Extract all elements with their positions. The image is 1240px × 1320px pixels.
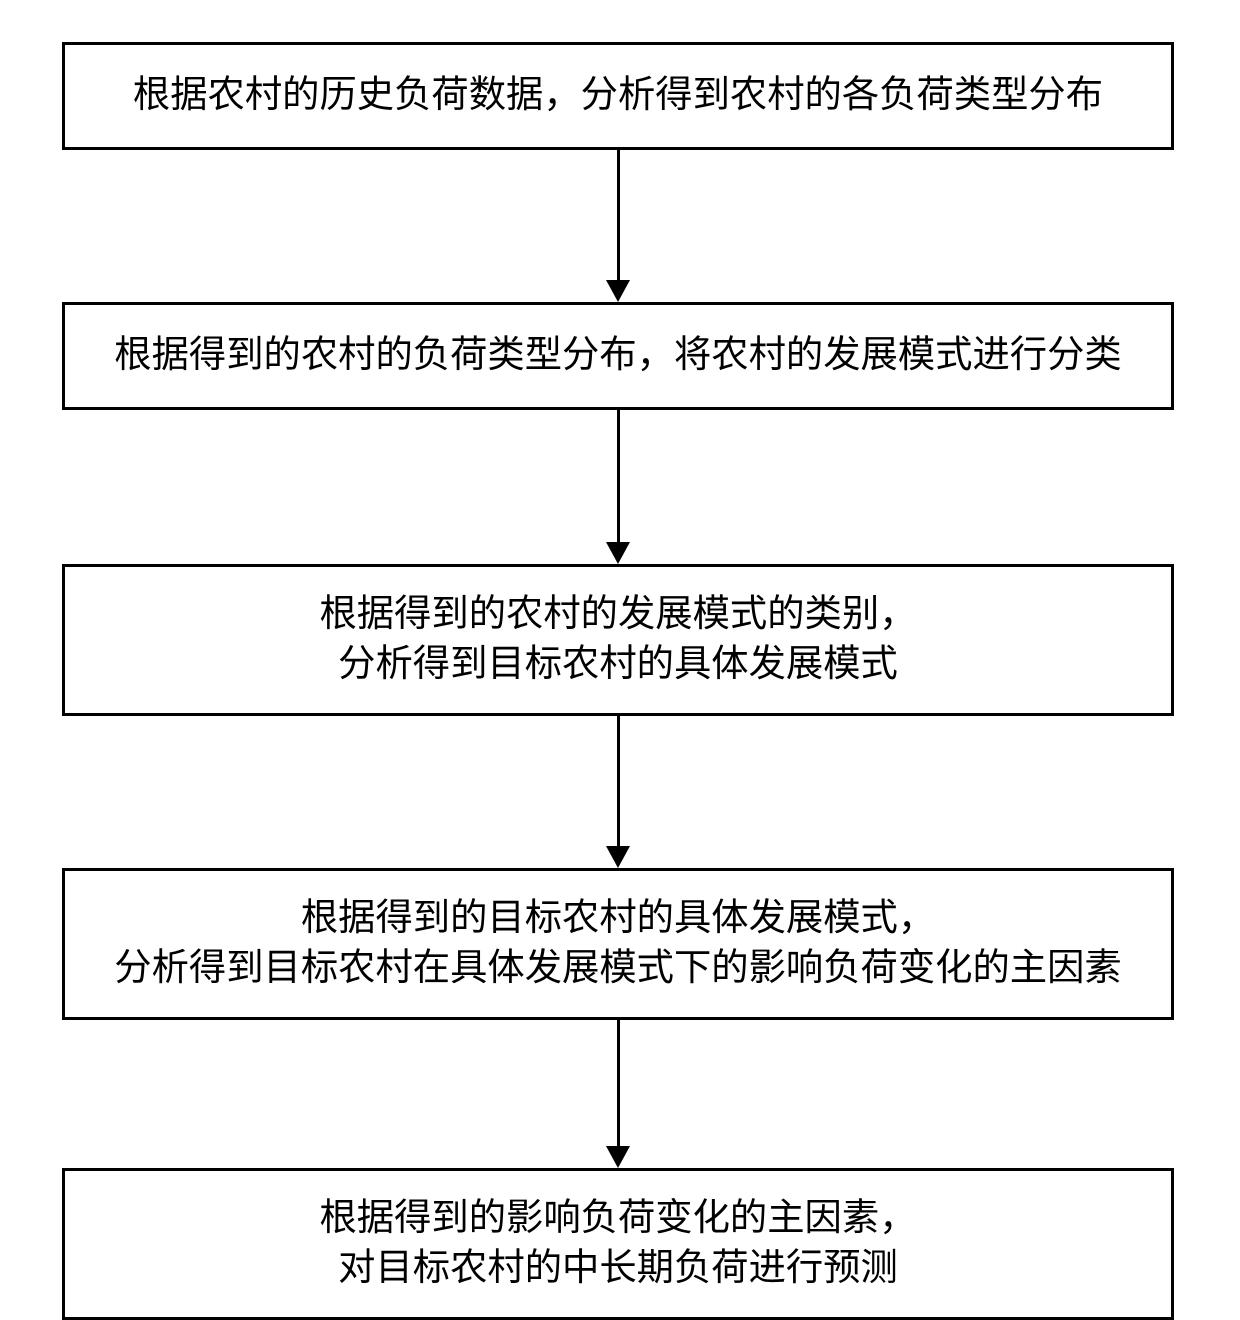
flowchart-canvas: 根据农村的历史负荷数据，分析得到农村的各负荷类型分布根据得到的农村的负荷类型分布…	[0, 0, 1240, 1319]
arrow-shaft	[617, 150, 620, 280]
node-text-line: 分析得到目标农村的具体发展模式	[338, 640, 898, 690]
flowchart-node: 根据得到的农村的负荷类型分布，将农村的发展模式进行分类	[62, 302, 1174, 410]
node-text-line: 根据得到的农村的负荷类型分布，将农村的发展模式进行分类	[114, 331, 1121, 381]
node-text-line: 根据得到的农村的发展模式的类别，	[319, 590, 916, 640]
arrow-head-icon	[606, 846, 630, 868]
flowchart-node: 根据得到的目标农村的具体发展模式，分析得到目标农村在具体发展模式下的影响负荷变化…	[62, 868, 1174, 1020]
arrow-head-icon	[606, 542, 630, 564]
flowchart-node: 根据得到的影响负荷变化的主因素，对目标农村的中长期负荷进行预测	[62, 1168, 1174, 1320]
node-text-line: 根据得到的目标农村的具体发展模式，	[301, 894, 935, 944]
arrow-shaft	[617, 716, 620, 846]
flowchart-node: 根据得到的农村的发展模式的类别，分析得到目标农村的具体发展模式	[62, 564, 1174, 716]
node-text-line: 对目标农村的中长期负荷进行预测	[338, 1244, 898, 1294]
arrow-shaft	[617, 410, 620, 542]
node-text-line: 根据农村的历史负荷数据，分析得到农村的各负荷类型分布	[133, 71, 1103, 121]
arrow-shaft	[617, 1020, 620, 1146]
node-text-line: 根据得到的影响负荷变化的主因素，	[319, 1194, 916, 1244]
flowchart-node: 根据农村的历史负荷数据，分析得到农村的各负荷类型分布	[62, 42, 1174, 150]
node-text-line: 分析得到目标农村在具体发展模式下的影响负荷变化的主因素	[114, 944, 1121, 994]
arrow-head-icon	[606, 1146, 630, 1168]
arrow-head-icon	[606, 280, 630, 302]
